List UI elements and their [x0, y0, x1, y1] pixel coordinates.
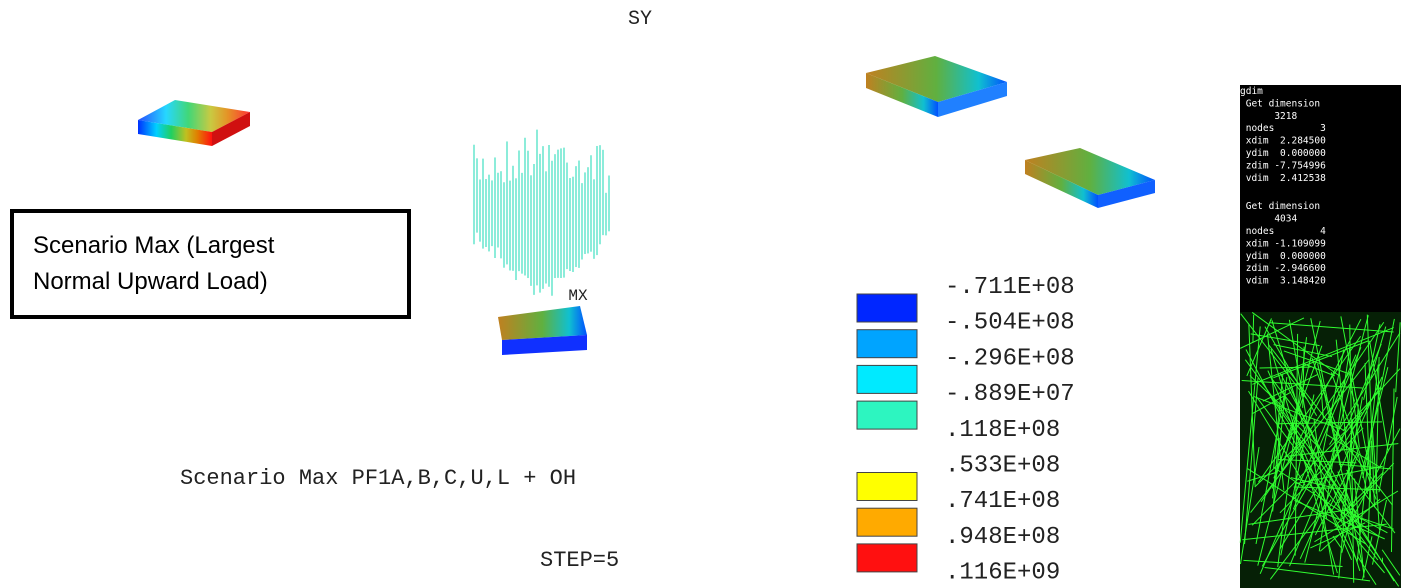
console-line: 4034: [1240, 214, 1297, 225]
console-line: xdim -1.109099: [1240, 238, 1326, 249]
console-line: xdim 2.284500: [1240, 136, 1326, 147]
legend-label: -.711E+08: [945, 274, 1075, 301]
legend-swatch: [857, 401, 917, 429]
console-line: Get dimension: [1240, 201, 1320, 212]
legend-swatch: [857, 508, 917, 536]
legend-swatch: [857, 365, 917, 393]
console-line: vdim 3.148420: [1240, 276, 1326, 287]
legend-label: .948E+08: [945, 524, 1060, 551]
legend-swatch: [857, 294, 917, 322]
legend-label: -.504E+08: [945, 310, 1075, 337]
legend-label: -.296E+08: [945, 345, 1075, 372]
console-panel: gdim Get dimension 3218 nodes 3 xdim 2.2…: [1240, 85, 1401, 588]
console-line: ydim 0.000000: [1240, 251, 1326, 262]
legend-label: .533E+08: [945, 453, 1060, 480]
legend-swatch: [857, 544, 917, 572]
step-label: STEP=5: [540, 548, 619, 573]
console-line: vdim 2.412538: [1240, 173, 1326, 184]
plot-title: SY: [628, 8, 652, 31]
legend-label: .741E+08: [945, 488, 1060, 515]
console-line: 3218: [1240, 111, 1297, 122]
console-line: nodes 3: [1240, 123, 1326, 134]
callout-box: [12, 211, 409, 317]
console-line: Get dimension: [1240, 98, 1320, 109]
console-line: zdim -7.754996: [1240, 160, 1326, 171]
callout-line: Scenario Max (Largest: [33, 232, 275, 259]
legend-label: .116E+09: [945, 560, 1060, 587]
callout-line: Normal Upward Load): [33, 268, 268, 295]
legend-label: .118E+08: [945, 417, 1060, 444]
screenshot: SY MX Scenario Max PF1A,B,C,U,L + OH STE…: [0, 0, 1401, 588]
stress-lines: [474, 130, 609, 296]
legend-swatch: [857, 473, 917, 501]
legend-label: -.889E+07: [945, 381, 1075, 408]
axis-label: MX: [568, 287, 588, 305]
console-line: zdim -2.946600: [1240, 263, 1326, 274]
caption: Scenario Max PF1A,B,C,U,L + OH: [180, 466, 576, 491]
console-line: nodes 4: [1240, 226, 1326, 237]
console-line: gdim: [1240, 86, 1263, 97]
legend-swatch: [857, 330, 917, 358]
console-line: ydim 0.000000: [1240, 148, 1326, 159]
legend: -.711E+08 -.504E+08 -.296E+08 -.889E+07 .118…: [857, 274, 1075, 587]
